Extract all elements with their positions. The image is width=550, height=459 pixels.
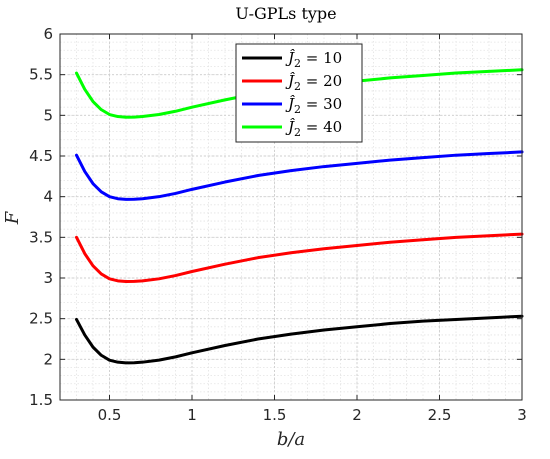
y-tick-label: 5 <box>43 106 53 124</box>
y-tick-label: 2.5 <box>29 310 53 328</box>
plot-frame <box>59 33 523 401</box>
x-tick-label: 1.5 <box>263 406 287 424</box>
x-tick-label: 2 <box>352 406 362 424</box>
x-tick-label: 0.5 <box>98 406 122 424</box>
y-axis-ticks: 1.5 2 2.5 3 3.5 4 4.5 5 5.5 6 <box>29 25 522 409</box>
y-tick-label: 5.5 <box>29 66 53 84</box>
y-tick-label: 3.5 <box>29 228 53 246</box>
y-tick-label: 6 <box>43 25 53 43</box>
x-tick-label: 2.5 <box>428 406 452 424</box>
series-line-3 <box>75 150 524 201</box>
x-axis-label: b/a <box>277 429 305 450</box>
y-axis-label: F <box>2 210 23 225</box>
legend-label-4: Ĵ2 = 40 <box>285 118 342 139</box>
series-line-1 <box>75 314 524 365</box>
y-tick-label: 4.5 <box>29 147 53 165</box>
y-tick-label: 1.5 <box>29 391 53 409</box>
legend-label-2: Ĵ2 = 20 <box>285 72 342 93</box>
chart-title: U-GPLs type <box>235 4 336 23</box>
y-tick-label: 2 <box>43 350 53 368</box>
legend-label-3: Ĵ2 = 30 <box>285 95 342 116</box>
x-tick-label: 3 <box>517 406 527 424</box>
series-line-2 <box>75 232 524 283</box>
y-tick-label: 3 <box>43 269 53 287</box>
x-axis-ticks: 0.5 1 1.5 2 2.5 3 <box>98 34 527 424</box>
legend-label-1: Ĵ2 = 10 <box>285 49 342 70</box>
series-layer <box>75 68 524 365</box>
x-tick-label: 1 <box>187 406 197 424</box>
y-tick-label: 4 <box>43 188 53 206</box>
series-line-4 <box>75 68 524 119</box>
